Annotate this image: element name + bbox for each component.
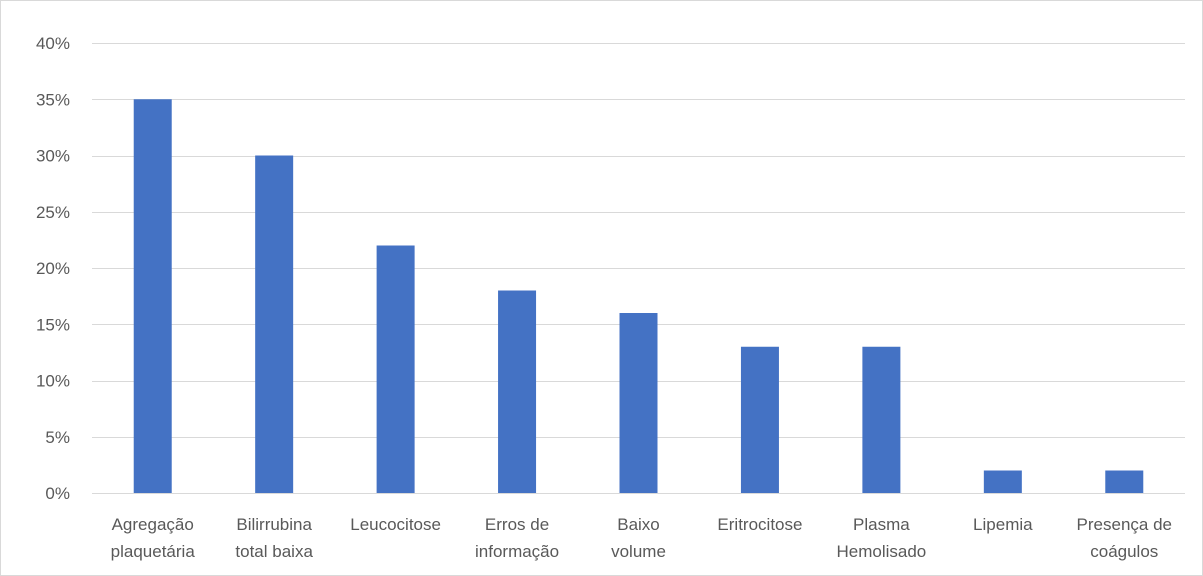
bars [133, 99, 1144, 493]
y-axis-tick-labels: 0% 5% 10% 15% 20% 25% 30% 35% 40% [36, 34, 70, 503]
y-tick-label: 20% [36, 259, 70, 278]
x-category-label: Bilirrubina total baixa [235, 515, 313, 561]
y-tick-label: 0% [45, 484, 70, 503]
y-tick-label: 5% [45, 428, 70, 447]
x-category-label: Lipemia [973, 515, 1033, 534]
y-tick-label: 35% [36, 90, 70, 109]
x-axis-category-labels: Agregação plaquetária Bilirrubina total bai… [111, 515, 1172, 561]
x-category-label: Plasma Hemolisado [837, 515, 927, 561]
bar [619, 313, 658, 493]
x-category-label: Eritrocitose [717, 515, 802, 534]
y-tick-label: 30% [36, 147, 70, 166]
x-category-label: Presença de coágulos [1077, 515, 1172, 561]
bar [1105, 470, 1144, 493]
x-category-label: Leucocitose [350, 515, 441, 534]
bar [255, 155, 294, 493]
bar [983, 470, 1022, 493]
bar [740, 346, 779, 493]
y-tick-label: 25% [36, 203, 70, 222]
y-tick-label: 10% [36, 372, 70, 391]
bar [376, 245, 415, 493]
bar [498, 290, 537, 493]
x-category-label: Agregação plaquetária [111, 515, 196, 561]
y-tick-label: 40% [36, 34, 70, 53]
x-category-label: Baixo volume [611, 515, 666, 561]
y-tick-label: 15% [36, 315, 70, 334]
bar [862, 346, 901, 493]
bar [133, 99, 172, 493]
x-category-label: Erros de informação [475, 515, 559, 561]
